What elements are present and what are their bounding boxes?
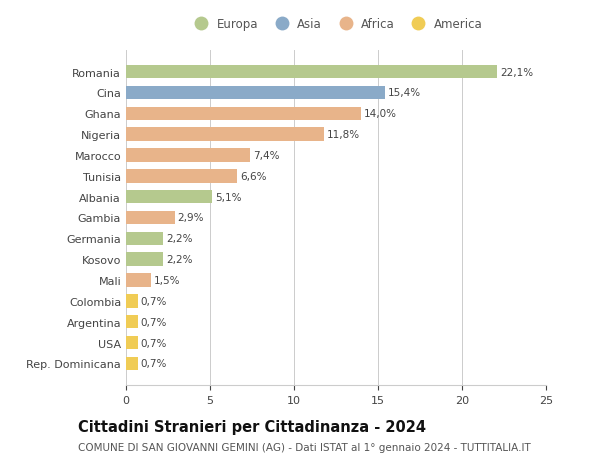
Text: 7,4%: 7,4% [253,151,280,161]
Text: 2,2%: 2,2% [166,234,193,244]
Bar [126,211,175,225]
Text: 0,7%: 0,7% [141,317,167,327]
Text: 0,7%: 0,7% [141,358,167,369]
Text: Cittadini Stranieri per Cittadinanza - 2024: Cittadini Stranieri per Cittadinanza - 2… [78,419,426,434]
Bar [126,253,163,266]
Bar [126,149,250,162]
Bar [126,66,497,79]
Text: 0,7%: 0,7% [141,338,167,348]
Bar [126,128,324,142]
Text: 2,2%: 2,2% [166,255,193,264]
Text: 2,9%: 2,9% [178,213,204,223]
Bar [126,232,163,246]
Bar [126,357,138,370]
Bar [126,190,212,204]
Text: 14,0%: 14,0% [364,109,397,119]
Bar [126,315,138,329]
Legend: Europa, Asia, Africa, America: Europa, Asia, Africa, America [190,18,482,31]
Text: 1,5%: 1,5% [154,275,181,285]
Text: 22,1%: 22,1% [500,67,533,78]
Bar [126,336,138,350]
Bar [126,107,361,121]
Text: 11,8%: 11,8% [327,130,361,140]
Bar [126,274,151,287]
Text: COMUNE DI SAN GIOVANNI GEMINI (AG) - Dati ISTAT al 1° gennaio 2024 - TUTTITALIA.: COMUNE DI SAN GIOVANNI GEMINI (AG) - Dat… [78,442,531,452]
Text: 15,4%: 15,4% [388,88,421,98]
Bar [126,294,138,308]
Bar [126,86,385,100]
Text: 5,1%: 5,1% [215,192,241,202]
Text: 0,7%: 0,7% [141,296,167,306]
Text: 6,6%: 6,6% [240,172,266,181]
Bar [126,170,237,183]
